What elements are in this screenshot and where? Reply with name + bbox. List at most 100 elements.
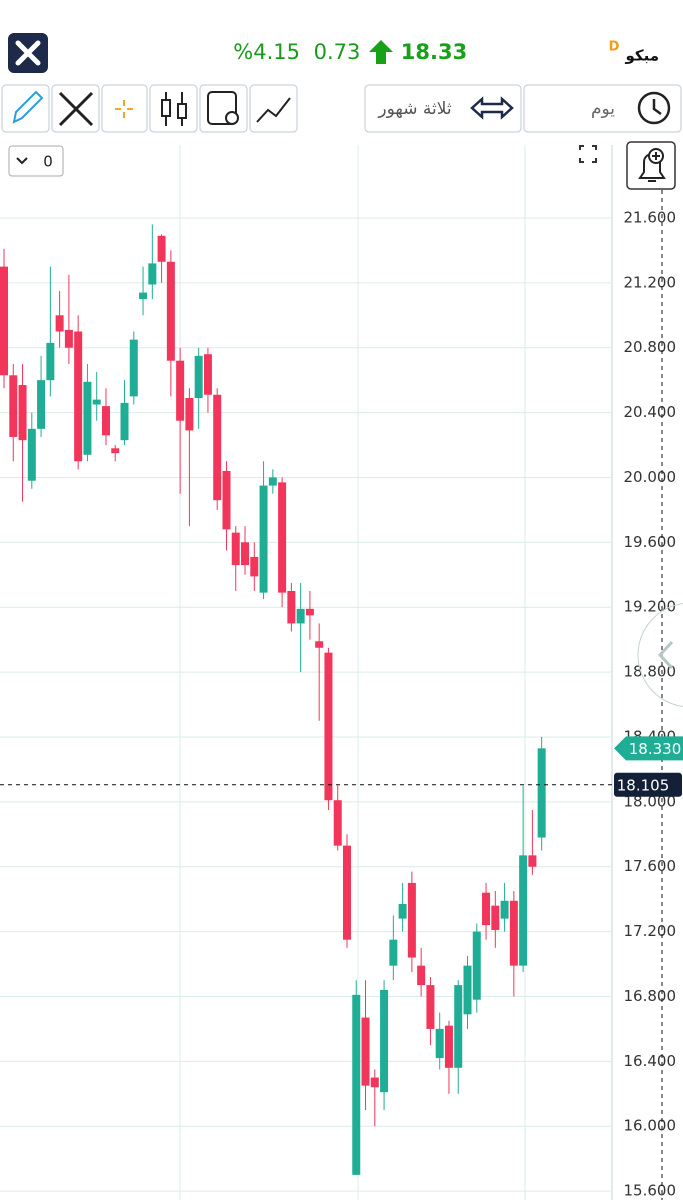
close-icon [15, 40, 41, 66]
change: 0.73 [314, 40, 361, 64]
candle-body [27, 428, 36, 481]
y-tick-label: 16.400 [624, 1052, 677, 1070]
candle-body [463, 965, 472, 1015]
candle-body [509, 900, 518, 966]
candle-body [120, 402, 129, 441]
candle-body [333, 800, 342, 846]
y-tick-label: 17.200 [624, 922, 677, 940]
y-tick-label: 17.600 [624, 857, 677, 875]
candle-body [37, 380, 46, 429]
history-icon [637, 91, 671, 125]
candle-body [435, 1028, 444, 1059]
candle-icon-body [177, 103, 187, 119]
candle-body [407, 882, 416, 958]
candle-body [139, 292, 148, 300]
candle-body [46, 342, 55, 381]
candle-body [444, 1025, 453, 1068]
side-handle[interactable] [637, 602, 683, 708]
gear-icon [225, 111, 239, 125]
settings-icon [207, 91, 237, 125]
y-tick-label: 21.200 [624, 273, 677, 291]
candle-body [92, 399, 101, 405]
symbol: مبكو [624, 47, 659, 65]
candle-body [185, 398, 194, 431]
interval-selector[interactable] [523, 84, 682, 133]
y-tick-label: 15.600 [624, 1182, 677, 1200]
counter-box[interactable] [8, 145, 64, 177]
y-tick-label: 16.800 [624, 987, 677, 1005]
candle-body [352, 994, 361, 1175]
candles [0, 224, 546, 1175]
candle-body [537, 748, 546, 838]
pencil-icon [12, 90, 44, 124]
candle-body [324, 652, 333, 801]
candle-body [482, 892, 491, 926]
price: 18.33 [401, 40, 467, 64]
last-price-label: 18.330 [629, 740, 682, 758]
candle-body [268, 477, 277, 486]
candle-body [129, 339, 138, 397]
price-tags: 18.105 18.330 [0, 736, 683, 797]
candle-body [370, 1077, 379, 1088]
candle-body [176, 360, 185, 421]
candle-body [213, 394, 222, 501]
grid: 15.600 16.000 16.400 16.800 17.200 17.600 18.0… [0, 208, 677, 1200]
history-hands [652, 99, 662, 116]
candle-body [250, 556, 259, 577]
candle-body [454, 985, 463, 1068]
tools-icon [58, 91, 94, 127]
swap-icon [470, 96, 514, 120]
y-tick-label: 19.200 [624, 598, 677, 616]
candle-body [222, 470, 231, 530]
candle-body [491, 905, 500, 930]
indicators-icon [256, 97, 291, 123]
candle-body [500, 900, 509, 919]
candle-body [361, 1017, 370, 1086]
candle-icon-body [161, 99, 171, 117]
candle-body [231, 532, 240, 566]
candle-body [194, 355, 203, 399]
period: ثلاثة شهور [377, 99, 451, 119]
y-tick-label: 20.400 [624, 403, 677, 421]
chevron [16, 157, 28, 165]
candle-body [417, 965, 426, 986]
candle-body [472, 931, 481, 1000]
y-tick-label: 20.800 [624, 338, 677, 356]
y-tick-label: 20.000 [624, 468, 677, 486]
expand-icon[interactable] [579, 145, 597, 163]
y-tick-label: 18.800 [624, 663, 677, 681]
candle-body [296, 608, 305, 624]
candle-body [389, 939, 398, 966]
period-selector[interactable] [364, 84, 522, 133]
side-arrow [657, 640, 674, 670]
indicators[interactable] [249, 84, 298, 133]
last-price-tag [614, 736, 683, 761]
interval: يوم [591, 99, 615, 119]
candle-body [101, 406, 110, 436]
change-percent: %4.15 [233, 40, 300, 64]
candle-body [64, 329, 73, 348]
crosshair-tool[interactable] [101, 84, 148, 133]
candle-body [9, 375, 18, 437]
candle-body [18, 385, 27, 441]
candle-body [519, 855, 528, 966]
y-tick-label: 21.600 [624, 208, 677, 226]
candle-body [426, 985, 435, 1029]
crosshair-tag [614, 772, 682, 797]
candle-body [0, 266, 8, 376]
y-tick-label: 19.600 [624, 533, 677, 551]
candle-body [259, 485, 268, 593]
chart-type[interactable] [149, 84, 198, 133]
pencil-tool[interactable] [1, 84, 50, 133]
crosshair-label: 18.105 [617, 776, 670, 794]
candle-body [380, 989, 389, 1093]
up-arrow [369, 40, 393, 64]
candle-body [166, 261, 175, 361]
candle-body [55, 315, 64, 332]
badge: D [609, 40, 620, 55]
y-tick-label: 16.000 [624, 1117, 677, 1135]
candle-body [342, 845, 351, 940]
crosshair-icon [115, 100, 133, 118]
candle-body [203, 354, 212, 395]
